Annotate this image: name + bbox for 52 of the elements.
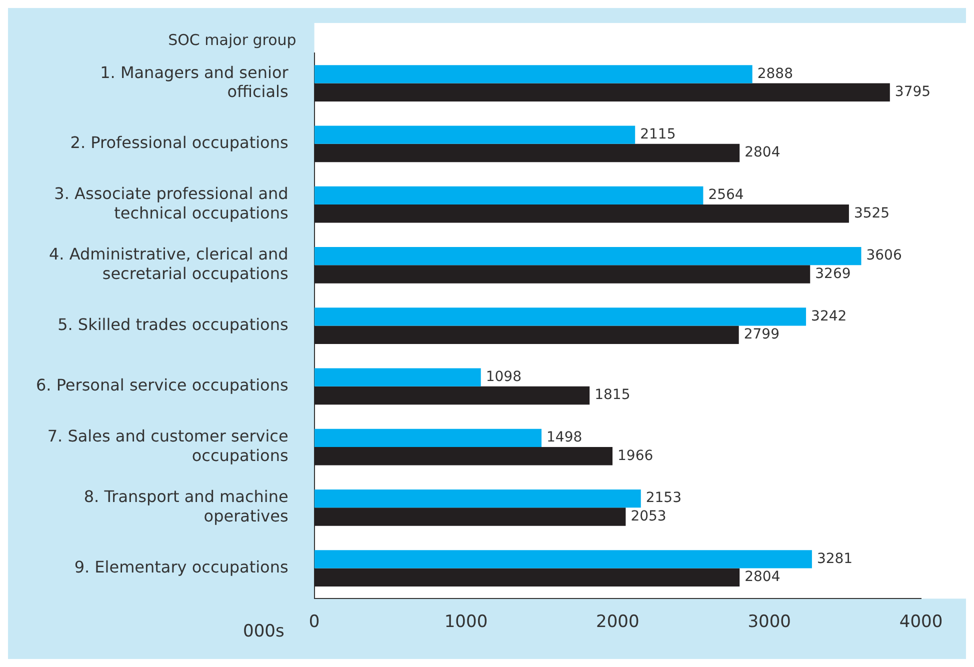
- bar: [314, 186, 704, 205]
- data-label: 1815: [594, 387, 630, 404]
- data-label: 3525: [854, 205, 890, 222]
- data-label: 3606: [866, 248, 902, 264]
- x-tick-label: 4000: [899, 612, 943, 632]
- y-tick-label: 7. Sales and customer service occupations: [47, 426, 288, 465]
- y-tick-label: 6. Personal service occupations: [36, 376, 288, 395]
- bar: [314, 550, 812, 568]
- data-label: 2115: [640, 126, 676, 142]
- data-label: 2888: [757, 66, 793, 82]
- bar: [314, 83, 890, 102]
- data-label: 2804: [744, 569, 780, 586]
- data-label: 3269: [815, 266, 851, 282]
- bar: [314, 204, 849, 223]
- bar: [314, 65, 752, 84]
- bar: [314, 144, 740, 162]
- data-label: 1966: [618, 448, 654, 464]
- data-label: 2799: [744, 326, 780, 343]
- bar: [314, 508, 626, 526]
- y-tick-label: 2. Professional occupations: [70, 133, 288, 152]
- bar: [314, 126, 636, 144]
- bar: [314, 568, 740, 586]
- bar: [314, 386, 590, 405]
- data-label: 3281: [816, 550, 853, 567]
- bar: [314, 368, 481, 386]
- x-axis-title: 000s: [243, 622, 284, 642]
- x-tick-label: 3000: [748, 612, 791, 632]
- y-tick-label: 3. Associate professional and technical occupations: [54, 184, 288, 222]
- data-label: 3242: [811, 308, 847, 324]
- data-label: 2804: [744, 144, 780, 161]
- y-tick-label: 4. Administrative, clerical and secretarial occupations: [48, 244, 288, 283]
- bar: [314, 308, 806, 326]
- data-label: 3795: [894, 84, 931, 100]
- bar: [314, 428, 542, 448]
- data-label: 1098: [486, 368, 522, 385]
- y-tick-label: 9. Elementary occupations: [74, 557, 288, 576]
- bar: [314, 489, 641, 508]
- x-tick-label: 1000: [444, 612, 488, 632]
- y-tick-label: 1. Managers and senior officials: [100, 62, 289, 102]
- data-label: 2053: [630, 508, 666, 524]
- bar: [314, 447, 613, 466]
- bar: [314, 246, 862, 266]
- y-tick-label: 8. Transport and machine operatives: [84, 487, 288, 526]
- data-label: 2564: [708, 187, 744, 204]
- y-axis-title: SOC major group: [168, 30, 296, 49]
- x-tick-label: 2000: [596, 612, 640, 632]
- bar: [314, 326, 739, 344]
- y-tick-label: 5. Skilled trades occupations: [58, 314, 288, 334]
- x-tick-label: 0: [308, 612, 320, 632]
- bar: [314, 265, 810, 284]
- data-label: 1498: [546, 430, 582, 446]
- data-label: 2153: [646, 490, 682, 506]
